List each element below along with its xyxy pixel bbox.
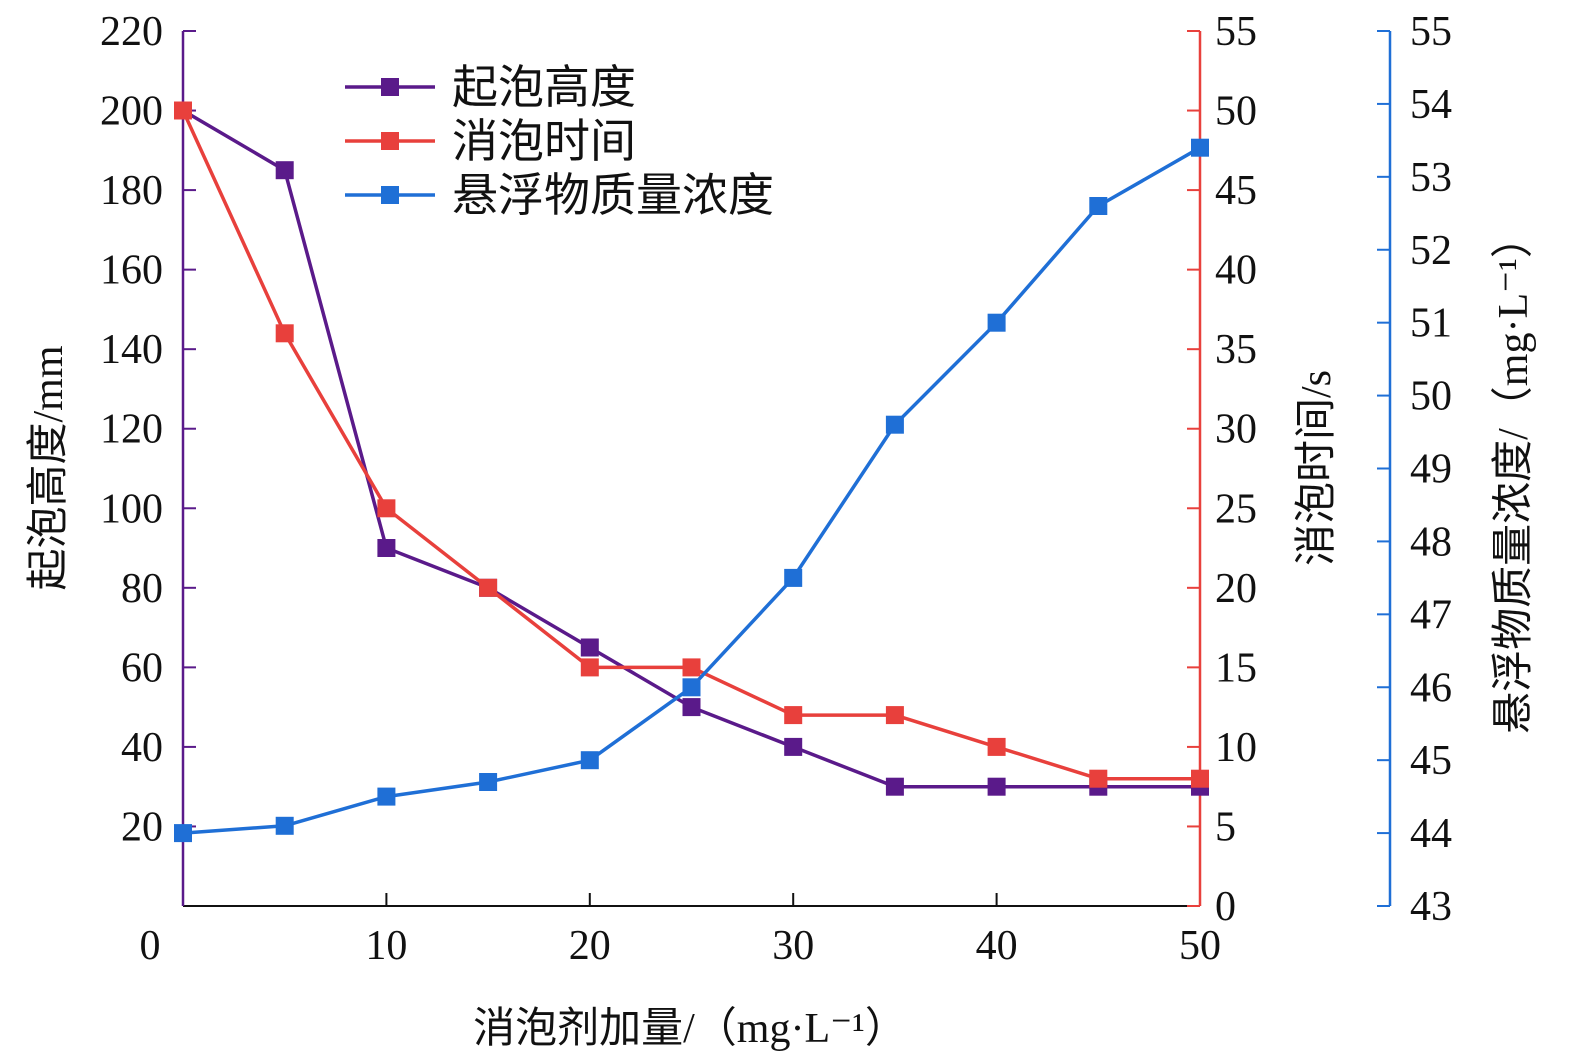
right2-y-axis-title: 悬浮物质量浓度/（mg·L⁻¹） [1491,216,1537,734]
series-1-point [377,499,396,518]
x-tick-label: 10 [365,923,407,969]
series-0-point [377,539,396,557]
left-y-tick-label: 160 [100,248,163,294]
right1-y-tick-label: 40 [1215,248,1257,294]
legend-label-1: 消泡时间 [452,116,636,167]
left-y-tick-label: 120 [100,407,163,453]
x-tick-label: 30 [772,923,814,969]
right1-y-tick-label: 0 [1215,884,1236,930]
legend-label-0: 起泡高度 [452,62,636,113]
series-2-point [1191,138,1209,157]
left-y-tick-label: 200 [100,89,163,135]
left-y-tick-label: 60 [121,645,163,691]
left-y-axis-title: 起泡高度/mm [26,345,72,590]
series-1-point [885,706,904,725]
right1-y-tick-label: 10 [1215,725,1257,771]
series-0-point [275,161,294,180]
right1-y-tick-label: 5 [1215,804,1236,850]
left-y-tick-label: 100 [100,486,163,532]
series-1-point [987,737,1006,756]
right2-y-tick-label: 45 [1410,738,1452,784]
left-y-tick-label: 80 [121,566,163,612]
legend-label-2: 悬浮物质量浓度 [452,170,774,221]
legend-marker-1 [381,132,399,150]
right2-y-tick-label: 44 [1410,811,1452,857]
series-2-point [174,824,192,843]
series-1-point [784,706,803,725]
right2-y-tick-label: 47 [1410,592,1452,638]
right1-y-tick-label: 50 [1215,89,1257,135]
right1-y-tick-label: 55 [1215,9,1257,55]
left-y-tick-label: 220 [100,9,163,55]
right1-y-axis-title: 消泡时间/s [1294,370,1340,566]
left-y-tick-label: 140 [100,327,163,373]
series-0-point [580,638,599,657]
series-2-point [885,415,904,434]
right2-y-tick-label: 55 [1410,9,1452,55]
series-0-point [784,737,803,756]
right1-y-tick-label: 45 [1215,168,1257,214]
series-1-point [479,578,498,597]
series-2-point [275,816,294,835]
series-0-point [885,777,904,796]
right2-y-tick-label: 52 [1410,228,1452,274]
series-line-2 [182,146,1201,835]
x-tick-label: 0 [140,923,161,969]
right2-y-tick-label: 46 [1410,665,1452,711]
x-tick-label: 50 [1179,923,1221,969]
right2-y-tick-label: 48 [1410,519,1452,565]
legend-marker-2 [381,186,399,204]
series-0-point [682,698,701,717]
right2-y-tick-label: 53 [1410,155,1452,201]
series-1-point [580,658,599,677]
legend-marker-0 [381,78,399,96]
series-2-point [1089,197,1108,215]
series-2-point [987,313,1006,332]
series-2-point [377,787,396,806]
series-2-point [784,568,803,587]
right2-y-tick-label: 49 [1410,447,1452,493]
series-2-point [580,751,599,770]
series-1-point [1089,769,1108,788]
series-1-point [1191,769,1209,788]
series-1-point [275,324,294,343]
series-1-point [174,101,192,120]
left-y-tick-label: 40 [121,725,163,771]
right2-y-tick-label: 50 [1410,374,1452,420]
series-0-point [987,777,1006,796]
right1-y-tick-label: 20 [1215,566,1257,612]
x-tick-label: 40 [976,923,1018,969]
x-tick-label: 20 [569,923,611,969]
right1-y-tick-label: 30 [1215,407,1257,453]
right1-y-tick-label: 15 [1215,645,1257,691]
right2-y-tick-label: 51 [1410,301,1452,347]
x-axis-title: 消泡剂加量/（mg·L⁻¹） [473,1006,907,1052]
right2-y-tick-label: 54 [1410,82,1452,128]
left-y-tick-label: 180 [100,168,163,214]
series-1-point [682,658,701,677]
right1-y-tick-label: 35 [1215,327,1257,373]
series-2-point [682,678,701,697]
right2-y-tick-label: 43 [1410,884,1452,930]
right1-y-tick-label: 25 [1215,486,1257,532]
series-2-point [479,773,498,791]
left-y-tick-label: 20 [121,804,163,850]
